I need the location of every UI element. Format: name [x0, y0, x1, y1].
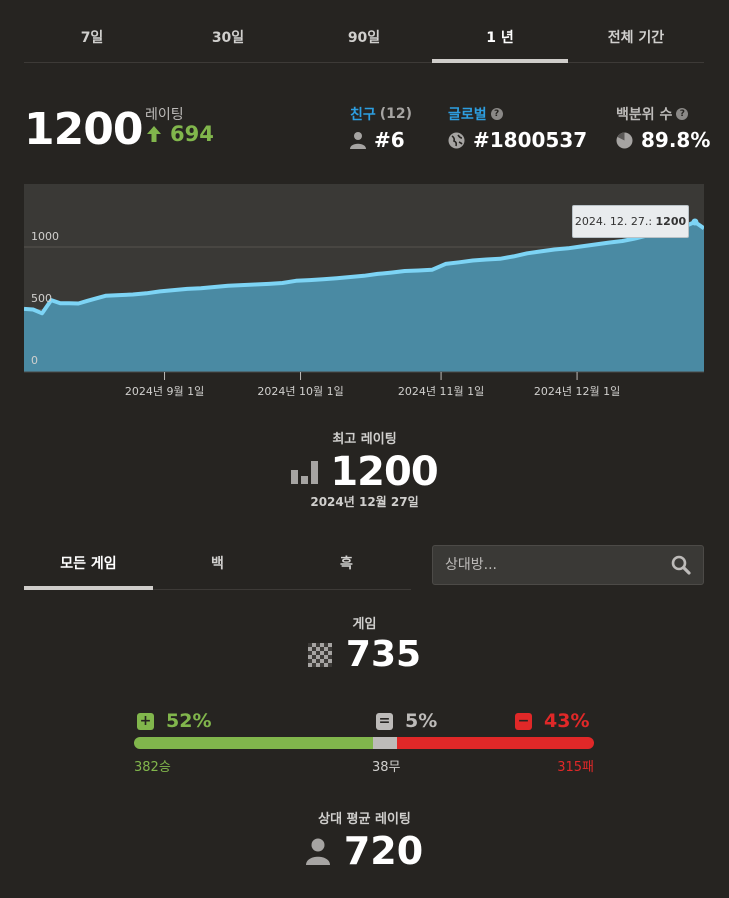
help-icon[interactable]: ?: [676, 108, 689, 120]
draw-segment: [373, 737, 397, 749]
games-total: 게임 735: [0, 613, 729, 675]
period-tabs: 7일 30일 90일 1 년 전체 기간: [24, 18, 704, 63]
friends-label[interactable]: 친구: [350, 107, 376, 123]
loss-pct-value: 43%: [544, 710, 590, 732]
opponent-avg-value: 720: [343, 829, 424, 873]
rating-change: 694: [146, 122, 214, 146]
arrow-up-icon: [147, 126, 161, 142]
tab-white[interactable]: 백: [211, 556, 224, 572]
tab-all-time[interactable]: 전체 기간: [607, 30, 665, 46]
chart-tooltip: 2024. 12. 27.: 1200: [572, 205, 689, 238]
opponent-avg-label: 상대 평균 레이팅: [318, 812, 411, 827]
loss-count: 315패: [557, 760, 594, 775]
rating-chart-svg: [24, 218, 704, 380]
rating-stats: 1200 레이팅 694 친구 (12) #6 글로벌 ? #1800537 백…: [24, 100, 710, 160]
x-tick-label: 2024년 12월 1일: [533, 385, 621, 398]
equals-icon: =: [376, 712, 393, 730]
rating-change-value: 694: [170, 122, 214, 146]
global-rank-value: #1800537: [473, 128, 588, 152]
rating-label: 레이팅: [145, 107, 184, 123]
tab-1-year[interactable]: 1 년: [432, 18, 568, 63]
best-rating-label: 최고 레이팅: [332, 432, 397, 447]
draw-pct-value: 5%: [405, 710, 438, 732]
y-tick-500: 500: [31, 292, 52, 305]
win-percentage: + 52%: [137, 710, 211, 732]
pie-icon: [616, 132, 633, 148]
games-value: 735: [345, 634, 422, 675]
y-tick-0: 0: [31, 354, 38, 367]
friends-rank-value: #6: [374, 128, 405, 152]
tooltip-date: 2024. 12. 27.:: [574, 215, 653, 228]
tab-7-days[interactable]: 7일: [80, 30, 104, 46]
x-tick-label: 2024년 9월 1일: [124, 385, 205, 398]
games-label: 게임: [352, 617, 377, 632]
global-rank[interactable]: 글로벌 ? #1800537: [448, 104, 587, 152]
tab-black[interactable]: 흑: [340, 556, 353, 572]
best-rating: 최고 레이팅 1200 2024년 12월 27일: [0, 428, 729, 510]
minus-icon: −: [515, 712, 532, 730]
user-icon: [305, 838, 330, 865]
tab-all-games[interactable]: 모든 게임: [24, 543, 153, 590]
results-breakdown: + 52% = 5% − 43% 382승 38무 315패: [134, 708, 594, 778]
globe-icon: [448, 132, 465, 148]
color-tabs: 모든 게임 백 흑: [24, 543, 411, 590]
best-rating-date: 2024년 12월 27일: [310, 495, 419, 509]
rating-area: [24, 222, 704, 372]
win-segment: [134, 737, 374, 749]
opponent-search-input[interactable]: [433, 546, 653, 584]
percentile-value: 89.8%: [641, 128, 711, 152]
friends-count: (12): [379, 106, 413, 122]
x-tick-label: 2024년 10월 1일: [257, 385, 344, 398]
rating-line: [24, 220, 704, 316]
bar-chart-icon: [291, 460, 319, 484]
highlighted-point[interactable]: [691, 218, 699, 226]
win-pct-value: 52%: [166, 710, 212, 732]
draw-percentage: = 5%: [376, 710, 437, 732]
win-count: 382승: [134, 760, 171, 775]
loss-segment: [396, 737, 594, 749]
results-bar: [134, 737, 594, 749]
user-icon: [350, 132, 366, 149]
y-tick-1000: 1000: [31, 230, 59, 243]
help-icon[interactable]: ?: [490, 108, 503, 120]
percentile-label: 백분위 수: [616, 107, 673, 123]
plus-icon: +: [137, 712, 154, 730]
x-tick-label: 2024년 11월 1일: [397, 385, 485, 398]
rating-chart[interactable]: 1000 500 0 2024년 9월 1일 2024년 10월 1일 2024…: [24, 184, 704, 400]
percentile: 백분위 수 ? 89.8%: [616, 104, 710, 152]
current-rating: 1200: [24, 104, 143, 155]
opponent-average: 상대 평균 레이팅 720: [0, 808, 729, 873]
tooltip-value: 1200: [655, 215, 687, 228]
chessboard-icon: [307, 642, 332, 667]
global-label[interactable]: 글로벌: [448, 107, 487, 123]
tab-90-days[interactable]: 90일: [347, 30, 381, 46]
loss-percentage: − 43%: [515, 710, 589, 732]
search-icon[interactable]: [671, 555, 691, 575]
opponent-search: [432, 545, 704, 585]
draw-count: 38무: [372, 760, 401, 775]
tab-30-days[interactable]: 30일: [211, 30, 245, 46]
best-rating-value: 1200: [330, 449, 438, 495]
friends-rank[interactable]: 친구 (12) #6: [350, 104, 412, 152]
